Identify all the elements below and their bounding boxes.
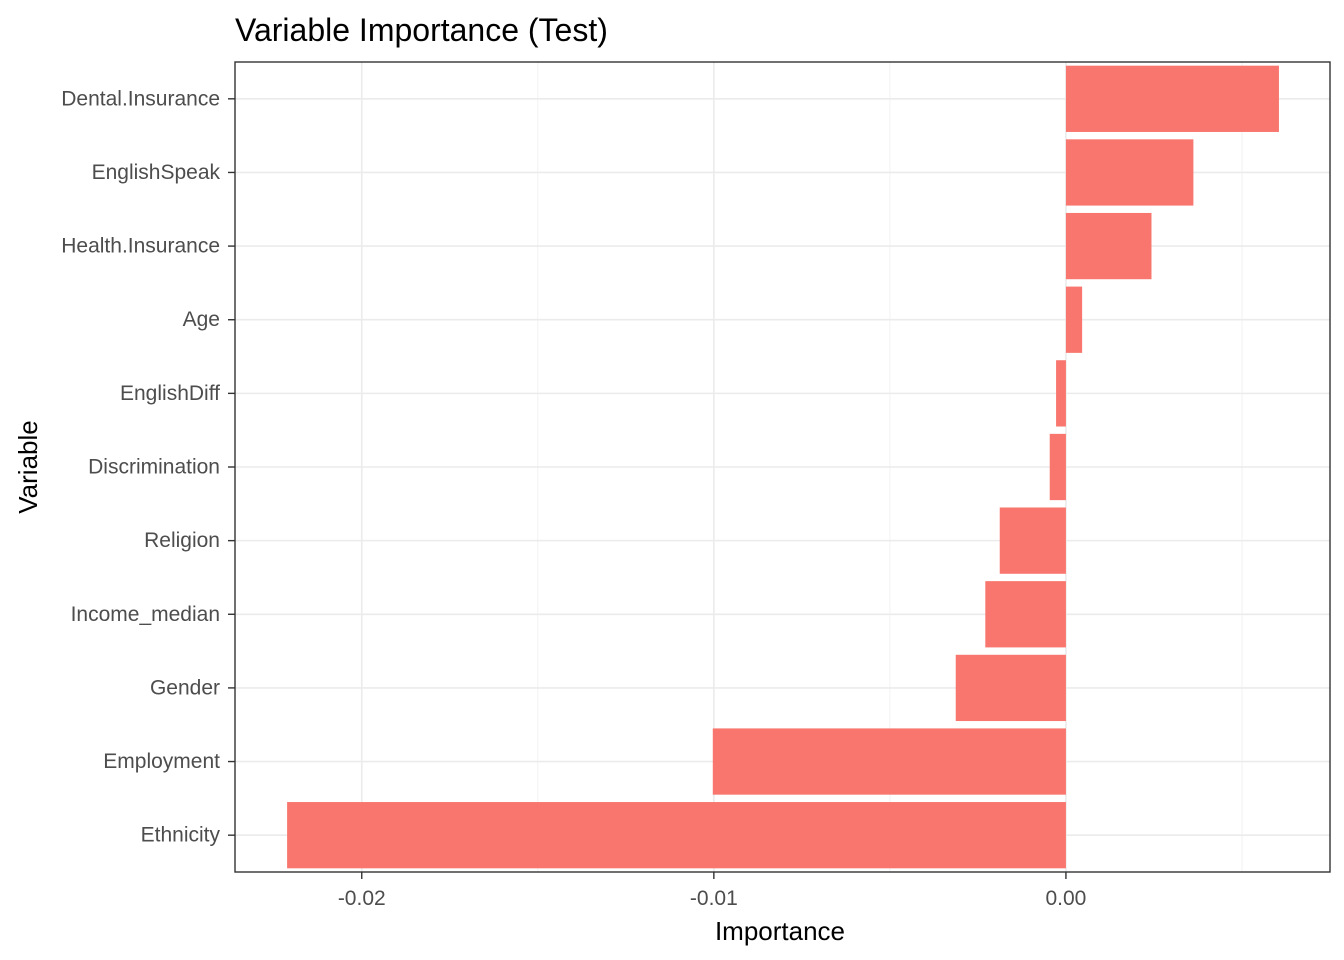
y-tick-label: EnglishDiff	[120, 382, 220, 405]
x-tick-label: -0.02	[338, 887, 386, 910]
y-tick-label: Gender	[150, 676, 220, 699]
y-tick-label: Ethnicity	[141, 824, 221, 847]
y-tick-label: Health.Insurance	[61, 235, 220, 258]
y-axis-title: Variable	[13, 420, 43, 513]
bar-discrimination	[1049, 433, 1066, 501]
bar-gender	[955, 654, 1066, 722]
y-axis: Dental.Insurance EnglishSpeak Health.Insur…	[61, 87, 235, 847]
y-tick-label: Income_median	[71, 603, 220, 626]
bar-income-median	[985, 581, 1066, 648]
y-tick-label: Religion	[144, 529, 220, 552]
grid-lines	[235, 62, 1330, 872]
bar-health-insurance	[1065, 212, 1152, 280]
x-axis: -0.02 -0.01 0.00	[338, 872, 1086, 910]
x-tick-label: 0.00	[1045, 887, 1086, 910]
bar-ethnicity	[287, 802, 1066, 869]
bar-employment	[712, 728, 1066, 795]
y-tick-label: Employment	[103, 750, 220, 773]
y-tick-label: Discrimination	[88, 456, 220, 479]
x-tick-label: -0.01	[690, 887, 738, 910]
y-tick-label: Age	[183, 308, 220, 331]
chart-title: Variable Importance (Test)	[235, 12, 608, 48]
y-tick-label: Dental.Insurance	[61, 87, 220, 110]
plot-panel	[234, 61, 1331, 873]
y-tick-label: EnglishSpeak	[92, 161, 221, 184]
bar-religion	[999, 507, 1066, 574]
x-axis-title: Importance	[715, 916, 845, 946]
bar-englishdiff	[1056, 360, 1066, 427]
bars	[287, 65, 1279, 869]
bar-dental-insurance	[1065, 65, 1279, 132]
bar-englishspeak	[1065, 139, 1194, 206]
bar-age	[1065, 286, 1083, 353]
